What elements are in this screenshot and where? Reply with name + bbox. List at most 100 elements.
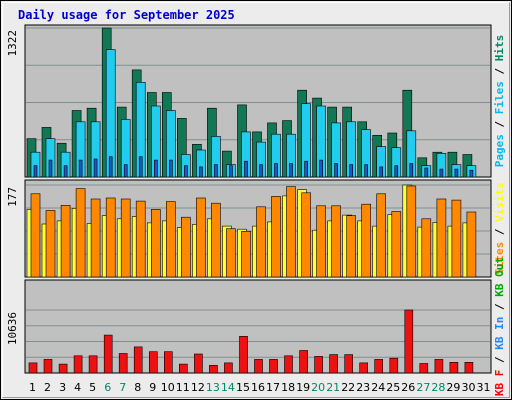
bar-kbytes-kb-f-day-23 [359,362,369,374]
legend-entry: KB Out [493,257,506,297]
x-tick-label-day-8: 8 [134,381,141,394]
bar-kbytes-kb-f-day-19 [299,350,308,374]
x-tick-label-day-27: 27 [416,381,430,394]
bar-hits-pages-day-26 [409,163,414,178]
bar-visits-sites-day-6 [105,197,116,278]
legend-entry: / [493,350,506,370]
chart-title: Daily usage for September 2025 [18,8,235,22]
bar-hits-pages-day-3 [63,165,68,178]
legend-entry: Pages [493,134,506,167]
bar-hits-pages-day-4 [78,159,83,178]
bar-hits-pages-day-27 [424,167,429,178]
x-tick-label-day-6: 6 [104,381,111,394]
bar-kbytes-kb-f-day-29 [449,361,459,374]
bar-kbytes-kb-f-day-27 [419,363,429,374]
bar-hits-pages-day-24 [379,166,384,178]
x-tick-label-day-17: 17 [266,381,280,394]
bar-hits-pages-day-22 [349,164,354,178]
bar-hits-pages-day-12 [199,166,203,178]
x-tick-label-day-25: 25 [386,381,400,394]
x-tick-label-day-2: 2 [44,381,51,394]
bar-kbytes-kb-f-day-28 [434,359,444,374]
x-tick-label-day-22: 22 [341,381,355,394]
bar-kbytes-kb-f-day-14 [224,362,233,374]
x-tick-label-day-11: 11 [176,381,190,394]
bar-hits-pages-day-20 [319,159,323,178]
bar-kbytes-kb-f-day-6 [103,334,113,374]
x-tick-label-day-28: 28 [431,381,445,394]
bar-hits-pages-day-14 [229,165,233,178]
bar-kbytes-kb-f-day-20 [314,356,323,374]
x-tick-label-day-18: 18 [281,381,295,394]
bar-visits-sites-day-19 [301,192,311,278]
panel-kbytes-ymax-label: 10636 [6,312,19,345]
bar-visits-sites-day-3 [60,205,71,278]
bar-hits-pages-day-28 [439,168,444,178]
x-tick-label-day-14: 14 [221,381,235,394]
bar-kbytes-kb-f-day-2 [43,359,53,374]
bar-visits-sites-day-15 [241,231,251,278]
bar-hits-pages-day-23 [364,164,369,178]
bar-kbytes-kb-f-day-21 [329,354,338,374]
x-tick-label-day-4: 4 [74,381,81,394]
bar-kbytes-kb-f-day-12 [194,353,203,374]
legend-entry: / [493,61,506,81]
bar-visits-sites-day-14 [226,228,236,278]
bar-kbytes-kb-f-day-13 [209,364,218,374]
legend-entry: / [493,222,506,242]
bar-kbytes-kb-f-day-16 [254,359,263,374]
bar-kbytes-kb-f-day-9 [149,351,158,374]
x-tick-label-day-5: 5 [89,381,96,394]
bar-kbytes-kb-f-day-7 [118,353,128,374]
x-tick-label-day-10: 10 [161,381,175,394]
x-tick-label-day-31: 31 [477,381,491,394]
bar-kbytes-kb-f-day-10 [164,351,173,374]
x-tick-label-day-20: 20 [311,381,325,394]
legend-entry: Files [493,81,506,114]
bar-hits-pages-day-11 [184,165,188,178]
bar-hits-pages-day-30 [469,169,474,178]
bar-visits-sites-day-2 [45,210,56,278]
bar-hits-pages-day-29 [454,168,459,178]
bar-kbytes-kb-f-day-26 [404,309,414,374]
x-tick-label-day-21: 21 [326,381,340,394]
bar-visits-sites-day-28 [436,198,447,278]
bar-kbytes-kb-f-day-15 [239,335,248,374]
panel-hits-ymax-label: 1322 [6,30,19,57]
bar-visits-sites-day-1 [30,193,41,278]
bar-visits-sites-day-25 [391,211,402,278]
bar-visits-sites-day-16 [256,206,266,278]
x-tick-label-day-9: 9 [149,381,156,394]
bar-hits-pages-day-13 [214,164,218,178]
x-tick-label-day-19: 19 [296,381,310,394]
bar-visits-sites-day-7 [120,198,131,278]
legend-entry: Sites [493,242,506,275]
legend-entry: / [493,114,506,134]
bar-hits-pages-day-19 [304,160,308,178]
bar-visits-sites-day-17 [271,196,281,278]
x-tick-label-day-12: 12 [191,381,205,394]
bar-visits-sites-day-30 [466,211,477,278]
legend-entry: KB F [493,370,506,397]
bar-hits-pages-day-25 [394,165,399,178]
bar-hits-pages-day-2 [48,159,53,178]
bar-kbytes-kb-f-day-8 [133,346,143,374]
panel-visits-legend: Sites / Visits [493,182,506,275]
x-tick-label-day-3: 3 [59,381,66,394]
x-tick-label-day-24: 24 [371,381,385,394]
bar-visits-sites-day-23 [361,203,372,278]
x-tick-label-day-7: 7 [119,381,126,394]
x-tick-label-day-16: 16 [251,381,265,394]
bar-kbytes-kb-f-day-4 [73,355,83,374]
bar-visits-sites-day-8 [135,200,146,278]
bar-visits-sites-day-27 [421,218,432,278]
x-tick-label-day-1: 1 [29,381,36,394]
bar-hits-pages-day-17 [274,163,278,178]
bar-kbytes-kb-f-day-3 [58,363,68,374]
bar-visits-sites-day-9 [151,209,161,278]
bar-visits-sites-day-18 [286,186,296,278]
bar-kbytes-kb-f-day-11 [179,363,188,374]
bar-hits-pages-day-15 [244,160,248,178]
x-tick-label-day-15: 15 [236,381,250,394]
